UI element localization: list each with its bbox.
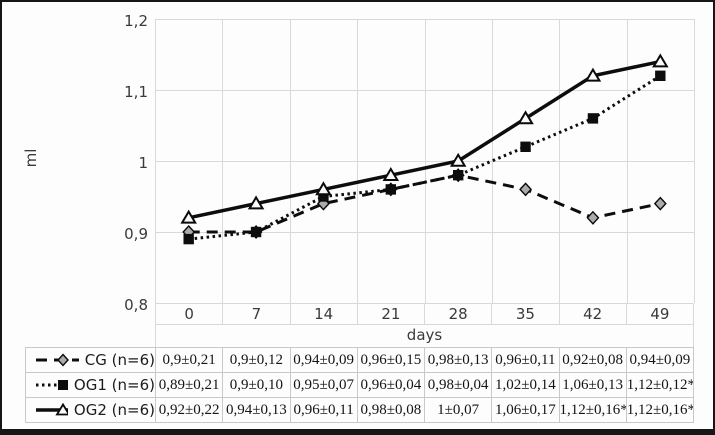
table-value-cell: 0,9±0,21: [156, 348, 224, 373]
table-value-cell: 0,94±0,09: [290, 348, 358, 373]
series-og2-marker-triangle: [247, 195, 265, 210]
chart-data-table: CG (n=6) 0,9±0,21 0,9±0,12 0,94±0,09 0,96±0,…: [25, 347, 694, 423]
y-tick-label: 1: [138, 154, 148, 172]
legend-cell: CG (n=6): [26, 348, 156, 373]
series-og1-marker-square: [250, 226, 262, 238]
table-value-cell: 0,9±0,10: [223, 373, 291, 398]
series-og2-marker-triangle: [449, 152, 467, 167]
table-value-cell: 0,98±0,13: [425, 348, 493, 373]
table-value-cell: 1,12±0,16*: [626, 398, 694, 423]
series-line-og2: [188, 59, 661, 220]
x-tick-label: 14: [291, 304, 358, 324]
table-value-cell: 0,95±0,07: [290, 373, 358, 398]
table-value-cell: 1,06±0,13: [559, 373, 627, 398]
series-cg-marker-diamond: [653, 196, 667, 211]
y-tick-label: 1,1: [124, 83, 148, 101]
series-og1-marker-square: [587, 113, 599, 124]
series-og2-marker-triangle: [517, 110, 534, 125]
table-value-cell: 0,96±0,15: [357, 348, 425, 373]
legend-series-label: CG (n=6): [84, 351, 155, 369]
legend-series-label: OG2 (n=6): [73, 401, 155, 419]
x-tick-label: 28: [425, 304, 493, 324]
table-value-cell: 1,06±0,17: [492, 398, 560, 423]
table-value-cell: 0,92±0,22: [156, 398, 224, 423]
table-row: OG2 (n=6) 0,92±0,22 0,94±0,13 0,96±0,11 0,98…: [26, 398, 694, 423]
x-tick-label: 42: [560, 304, 627, 324]
legend-key-diamond-icon: [36, 353, 79, 367]
table-value-cell: 0,94±0,13: [223, 398, 291, 423]
x-tick-label: 21: [358, 304, 425, 324]
series-og1-marker-square: [452, 170, 464, 181]
series-og2-marker-triangle: [382, 167, 400, 181]
series-og2-marker-triangle: [180, 209, 197, 224]
legend-key-square-icon: [36, 380, 68, 390]
legend-cell: OG1 (n=6): [26, 373, 156, 398]
legend-key-triangle-icon: [36, 402, 68, 416]
series-og1-marker-square: [385, 184, 397, 195]
table-value-cell: 1,12±0,12*: [626, 373, 694, 398]
x-axis-title: days: [155, 325, 694, 347]
x-tick-label: 49: [627, 304, 694, 324]
series-og1-marker-square: [655, 70, 666, 81]
table-value-cell: 0,98±0,08: [357, 398, 425, 423]
x-tick-label: 7: [223, 304, 291, 324]
series-og1-marker-square: [520, 141, 531, 152]
table-value-cell: 1,02±0,14: [492, 373, 560, 398]
y-tick-label: 0,8: [124, 296, 148, 314]
series-og2-marker-triangle: [652, 53, 669, 68]
series-og2-marker-triangle: [584, 67, 602, 82]
table-value-cell: 0,94±0,09: [626, 348, 694, 373]
legend-cell: OG2 (n=6): [26, 398, 156, 423]
x-axis-tick-row: 0 7 14 21 28 35 42 49: [155, 303, 694, 325]
table-row: CG (n=6) 0,9±0,21 0,9±0,12 0,94±0,09 0,96±0,…: [26, 348, 694, 373]
series-og1-marker-square: [183, 233, 194, 245]
y-tick-label: 1,2: [124, 12, 148, 30]
y-tick-label: 0,9: [124, 225, 148, 243]
x-tick-label: 0: [156, 304, 224, 324]
table-value-cell: 0,89±0,21: [156, 373, 224, 398]
table-value-cell: 0,98±0,04: [425, 373, 493, 398]
series-cg-marker-diamond: [519, 182, 533, 197]
table-value-cell: 1,12±0,16*: [559, 398, 627, 423]
series-og2-marker-triangle: [315, 181, 332, 196]
x-tick-label: 35: [492, 304, 560, 324]
table-value-cell: 0,96±0,04: [357, 373, 425, 398]
table-value-cell: 0,92±0,08: [559, 348, 627, 373]
table-row: OG1 (n=6) 0,89±0,21 0,9±0,10 0,95±0,07 0,96±…: [26, 373, 694, 398]
table-value-cell: 1±0,07: [425, 398, 493, 423]
series-cg-marker-diamond: [586, 210, 600, 225]
table-value-cell: 0,96±0,11: [290, 398, 358, 423]
series-line-og1: [188, 74, 662, 241]
series-og1-marker-square: [318, 191, 329, 202]
table-value-cell: 0,9±0,12: [223, 348, 291, 373]
table-value-cell: 0,96±0,11: [492, 348, 560, 373]
legend-series-label: OG1 (n=6): [73, 376, 155, 394]
